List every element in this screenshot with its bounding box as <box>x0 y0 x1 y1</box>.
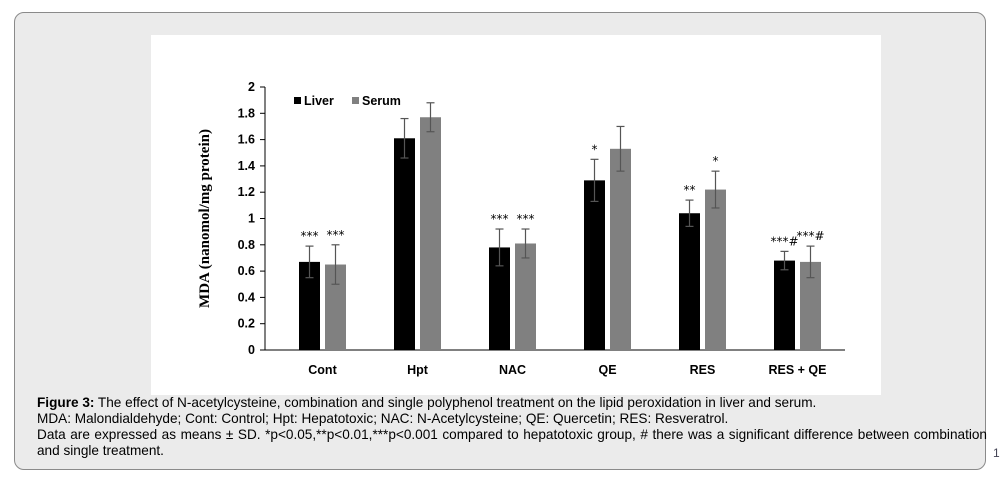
caption-title-line: Figure 3: The effect of N-acetylcysteine… <box>37 395 987 411</box>
bar-serum <box>705 189 726 350</box>
caption-stats: Data are expressed as means ± SD. *p<0.0… <box>37 427 987 458</box>
significance-label: *** <box>517 212 535 226</box>
y-tick-label: 0.4 <box>238 290 255 304</box>
bar-liver <box>774 260 795 350</box>
y-tick-label: 1.4 <box>238 159 255 173</box>
y-tick-label: 1.8 <box>238 106 255 120</box>
legend-swatch-serum <box>352 97 359 104</box>
legend-label-serum: Serum <box>362 94 401 108</box>
x-tick-label: NAC <box>499 363 526 377</box>
significance-label: * <box>713 154 719 168</box>
y-tick-label: 0.8 <box>238 238 255 252</box>
bar-serum <box>325 264 346 350</box>
bar-liver <box>679 213 700 350</box>
significance-label: *** <box>327 228 345 242</box>
y-tick-label: 1 <box>248 212 255 226</box>
bar-liver <box>584 180 605 350</box>
significance-label: * <box>592 142 598 156</box>
y-tick-label: 0.2 <box>238 317 255 331</box>
bar-serum <box>800 261 821 350</box>
y-tick-label: 1.6 <box>238 133 255 147</box>
bar-liver <box>299 261 320 350</box>
caption-label: Figure 3: <box>37 395 95 410</box>
bar-liver <box>394 138 415 350</box>
y-tick-label: 1.2 <box>238 185 255 199</box>
x-tick-label: Cont <box>308 363 337 377</box>
significance-label: *** <box>301 229 319 243</box>
x-tick-label: RES + QE <box>768 363 826 377</box>
chart-area: 0 0.2 0.4 0.6 0.8 1 1.2 1.4 1.6 1.8 2 MDA (nanomol/… <box>151 35 881 395</box>
x-tick-label: RES <box>690 363 716 377</box>
x-tick-label: Hpt <box>407 363 429 377</box>
y-tick-label: 2 <box>248 80 255 94</box>
bar-serum <box>420 117 441 351</box>
bar-serum <box>515 243 536 350</box>
significance-label: ** <box>684 183 696 197</box>
y-tick-label: 0 <box>248 343 255 357</box>
legend-swatch-liver <box>294 97 301 104</box>
caption-title: The effect of N-acetylcysteine, combinat… <box>94 395 817 410</box>
bar-liver <box>489 247 510 350</box>
significance-label: ***# <box>796 229 824 243</box>
y-tick-label: 0.6 <box>238 264 255 278</box>
page-marker: 1 <box>993 446 1000 460</box>
caption-abbreviations: MDA: Malondialdehyde; Cont: Control; Hpt… <box>37 411 729 426</box>
x-tick-label: QE <box>598 363 616 377</box>
figure-panel: 0 0.2 0.4 0.6 0.8 1 1.2 1.4 1.6 1.8 2 MDA (nanomol/… <box>14 12 987 470</box>
significance-label: *** <box>491 212 509 226</box>
bar-serum <box>610 148 631 350</box>
figure-caption: Figure 3: The effect of N-acetylcysteine… <box>37 395 987 459</box>
bar-chart: 0 0.2 0.4 0.6 0.8 1 1.2 1.4 1.6 1.8 2 MDA (nanomol/… <box>197 80 845 377</box>
significance-label: ***# <box>770 234 798 248</box>
y-axis-label: MDA (nanomol/mg protein) <box>197 129 213 308</box>
legend-label-liver: Liver <box>304 94 334 108</box>
